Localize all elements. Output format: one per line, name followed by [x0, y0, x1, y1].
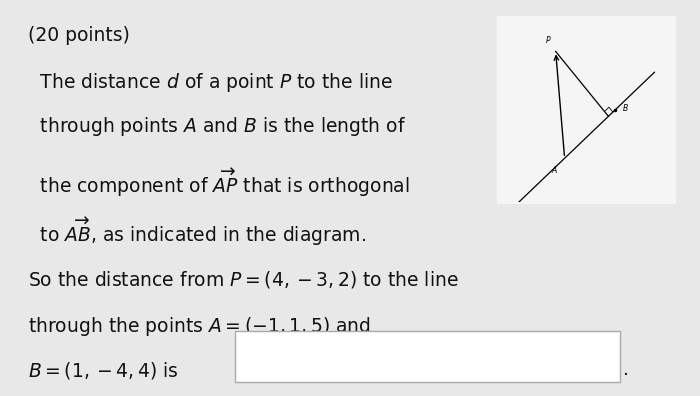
- Text: P: P: [546, 36, 550, 45]
- Text: (20 points): (20 points): [28, 26, 130, 45]
- Text: A: A: [552, 166, 556, 175]
- Text: B: B: [623, 104, 629, 112]
- FancyBboxPatch shape: [234, 331, 620, 382]
- Text: to $\overrightarrow{AB}$, as indicated in the diagram.: to $\overrightarrow{AB}$, as indicated i…: [28, 216, 366, 248]
- Text: .: .: [623, 360, 629, 379]
- Text: the component of $\overrightarrow{AP}$ that is orthogonal: the component of $\overrightarrow{AP}$ t…: [28, 166, 409, 199]
- Text: through the points $A = (-1, 1, 5)$ and: through the points $A = (-1, 1, 5)$ and: [28, 315, 371, 338]
- Text: The distance $d$ of a point $P$ to the line: The distance $d$ of a point $P$ to the l…: [28, 71, 393, 94]
- Text: $B = (1, -4, 4)$ is: $B = (1, -4, 4)$ is: [28, 360, 178, 381]
- FancyBboxPatch shape: [497, 16, 676, 204]
- Text: So the distance from $P = (4, -3, 2)$ to the line: So the distance from $P = (4, -3, 2)$ to…: [28, 269, 458, 290]
- Text: through points $A$ and $B$ is the length of: through points $A$ and $B$ is the length…: [28, 115, 406, 138]
